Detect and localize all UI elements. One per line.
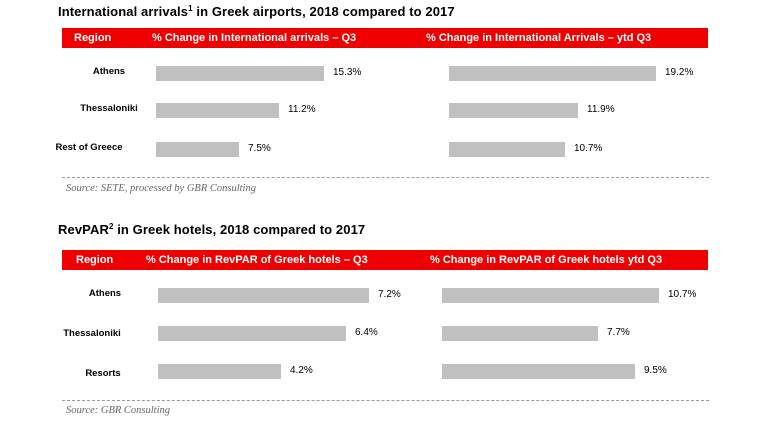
chart1-series1-value: 15.3%: [333, 67, 362, 78]
chart2-header-bar: Region % Change in RevPAR of Greek hotel…: [62, 250, 708, 270]
chart1-series1-bar: [156, 103, 279, 118]
chart2-series2-value: 10.7%: [668, 289, 697, 300]
chart2-region-label: Athens: [88, 288, 122, 299]
chart2-series1-bar: [158, 364, 281, 379]
chart1-region-label: Athens: [92, 66, 126, 77]
chart2-series1-value: 7.2%: [378, 289, 401, 300]
chart1-source: Source: SETE, processed by GBR Consultin…: [66, 183, 256, 194]
chart1-region-header: Region: [74, 32, 112, 44]
chart1-header-bar: Region % Change in International arrival…: [62, 28, 708, 48]
chart1-series2-value: 11.9%: [587, 104, 615, 115]
chart2-series1-header: % Change in RevPAR of Greek hotels – Q3: [146, 254, 368, 266]
chart1-title: International arrivals1 in Greek airport…: [58, 4, 455, 19]
chart2-region-label: Thessaloniki: [63, 328, 121, 339]
chart1-series1-value: 7.5%: [248, 143, 271, 154]
chart2-series2-header: % Change in RevPAR of Greek hotels ytd Q…: [430, 254, 663, 266]
chart2-series1-value: 4.2%: [290, 365, 313, 376]
chart2-title: RevPAR2 in Greek hotels, 2018 compared t…: [58, 222, 366, 237]
chart1-series2-bar: [449, 103, 578, 118]
chart1-series2-value: 10.7%: [574, 143, 603, 154]
chart2-divider: [62, 400, 709, 401]
chart2-series2-bar: [442, 326, 598, 341]
chart2-series2-value: 7.7%: [607, 327, 630, 338]
chart1-series1-value: 11.2%: [288, 104, 316, 115]
chart2-series1-bar: [158, 326, 346, 341]
chart2-series2-bar: [442, 364, 635, 379]
chart2-series1-value: 6.4%: [355, 327, 378, 338]
chart2-series1-bar: [158, 288, 369, 303]
chart1-series2-value: 19.2%: [665, 67, 694, 78]
chart2-series2-value: 9.5%: [644, 365, 667, 376]
chart2-region-label: Resorts: [85, 368, 121, 379]
chart2-region-header: Region: [76, 254, 114, 266]
chart1-series1-header: % Change in International arrivals – Q3: [152, 32, 357, 44]
chart1-series2-header: % Change in International Arrivals – ytd…: [426, 32, 652, 44]
chart2-series2-bar: [442, 288, 659, 303]
chart1-region-label: Thessaloniki: [80, 103, 138, 114]
chart2-source: Source: GBR Consulting: [66, 405, 171, 416]
chart1-divider: [62, 177, 709, 178]
chart1-series2-bar: [449, 142, 565, 157]
chart1-series1-bar: [156, 66, 324, 81]
chart1-series2-bar: [449, 66, 656, 81]
chart1-region-label: Rest of Greece: [55, 142, 123, 153]
chart1-series1-bar: [156, 142, 239, 157]
